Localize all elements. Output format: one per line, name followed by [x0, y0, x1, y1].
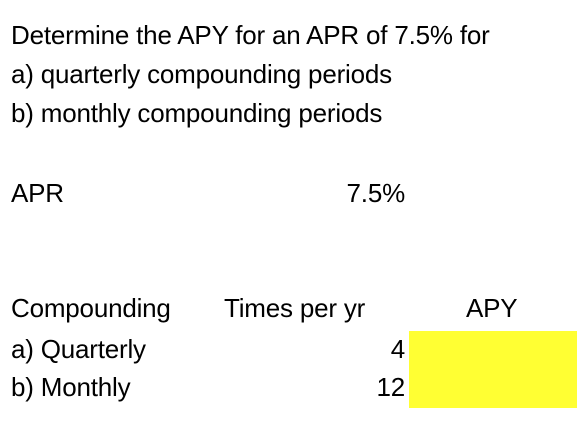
apy-cell-monthly[interactable]	[409, 369, 577, 408]
problem-line-2: a) quarterly compounding periods	[11, 59, 392, 89]
problem-line-3: b) monthly compounding periods	[11, 98, 383, 128]
row-times-monthly: 12	[376, 372, 405, 402]
apr-value: 7.5%	[346, 178, 406, 208]
apr-label: APR	[11, 178, 64, 208]
row-label-quarterly: a) Quarterly	[11, 334, 146, 364]
header-times-per-yr: Times per yr	[224, 293, 366, 323]
apy-cell-quarterly[interactable]	[409, 331, 577, 369]
problem-line-1: Determine the APY for an APR of 7.5% for	[11, 20, 490, 50]
row-times-quarterly: 4	[390, 334, 405, 364]
header-apy: APY	[466, 293, 518, 323]
row-label-monthly: b) Monthly	[11, 372, 131, 402]
header-compounding: Compounding	[11, 293, 171, 323]
